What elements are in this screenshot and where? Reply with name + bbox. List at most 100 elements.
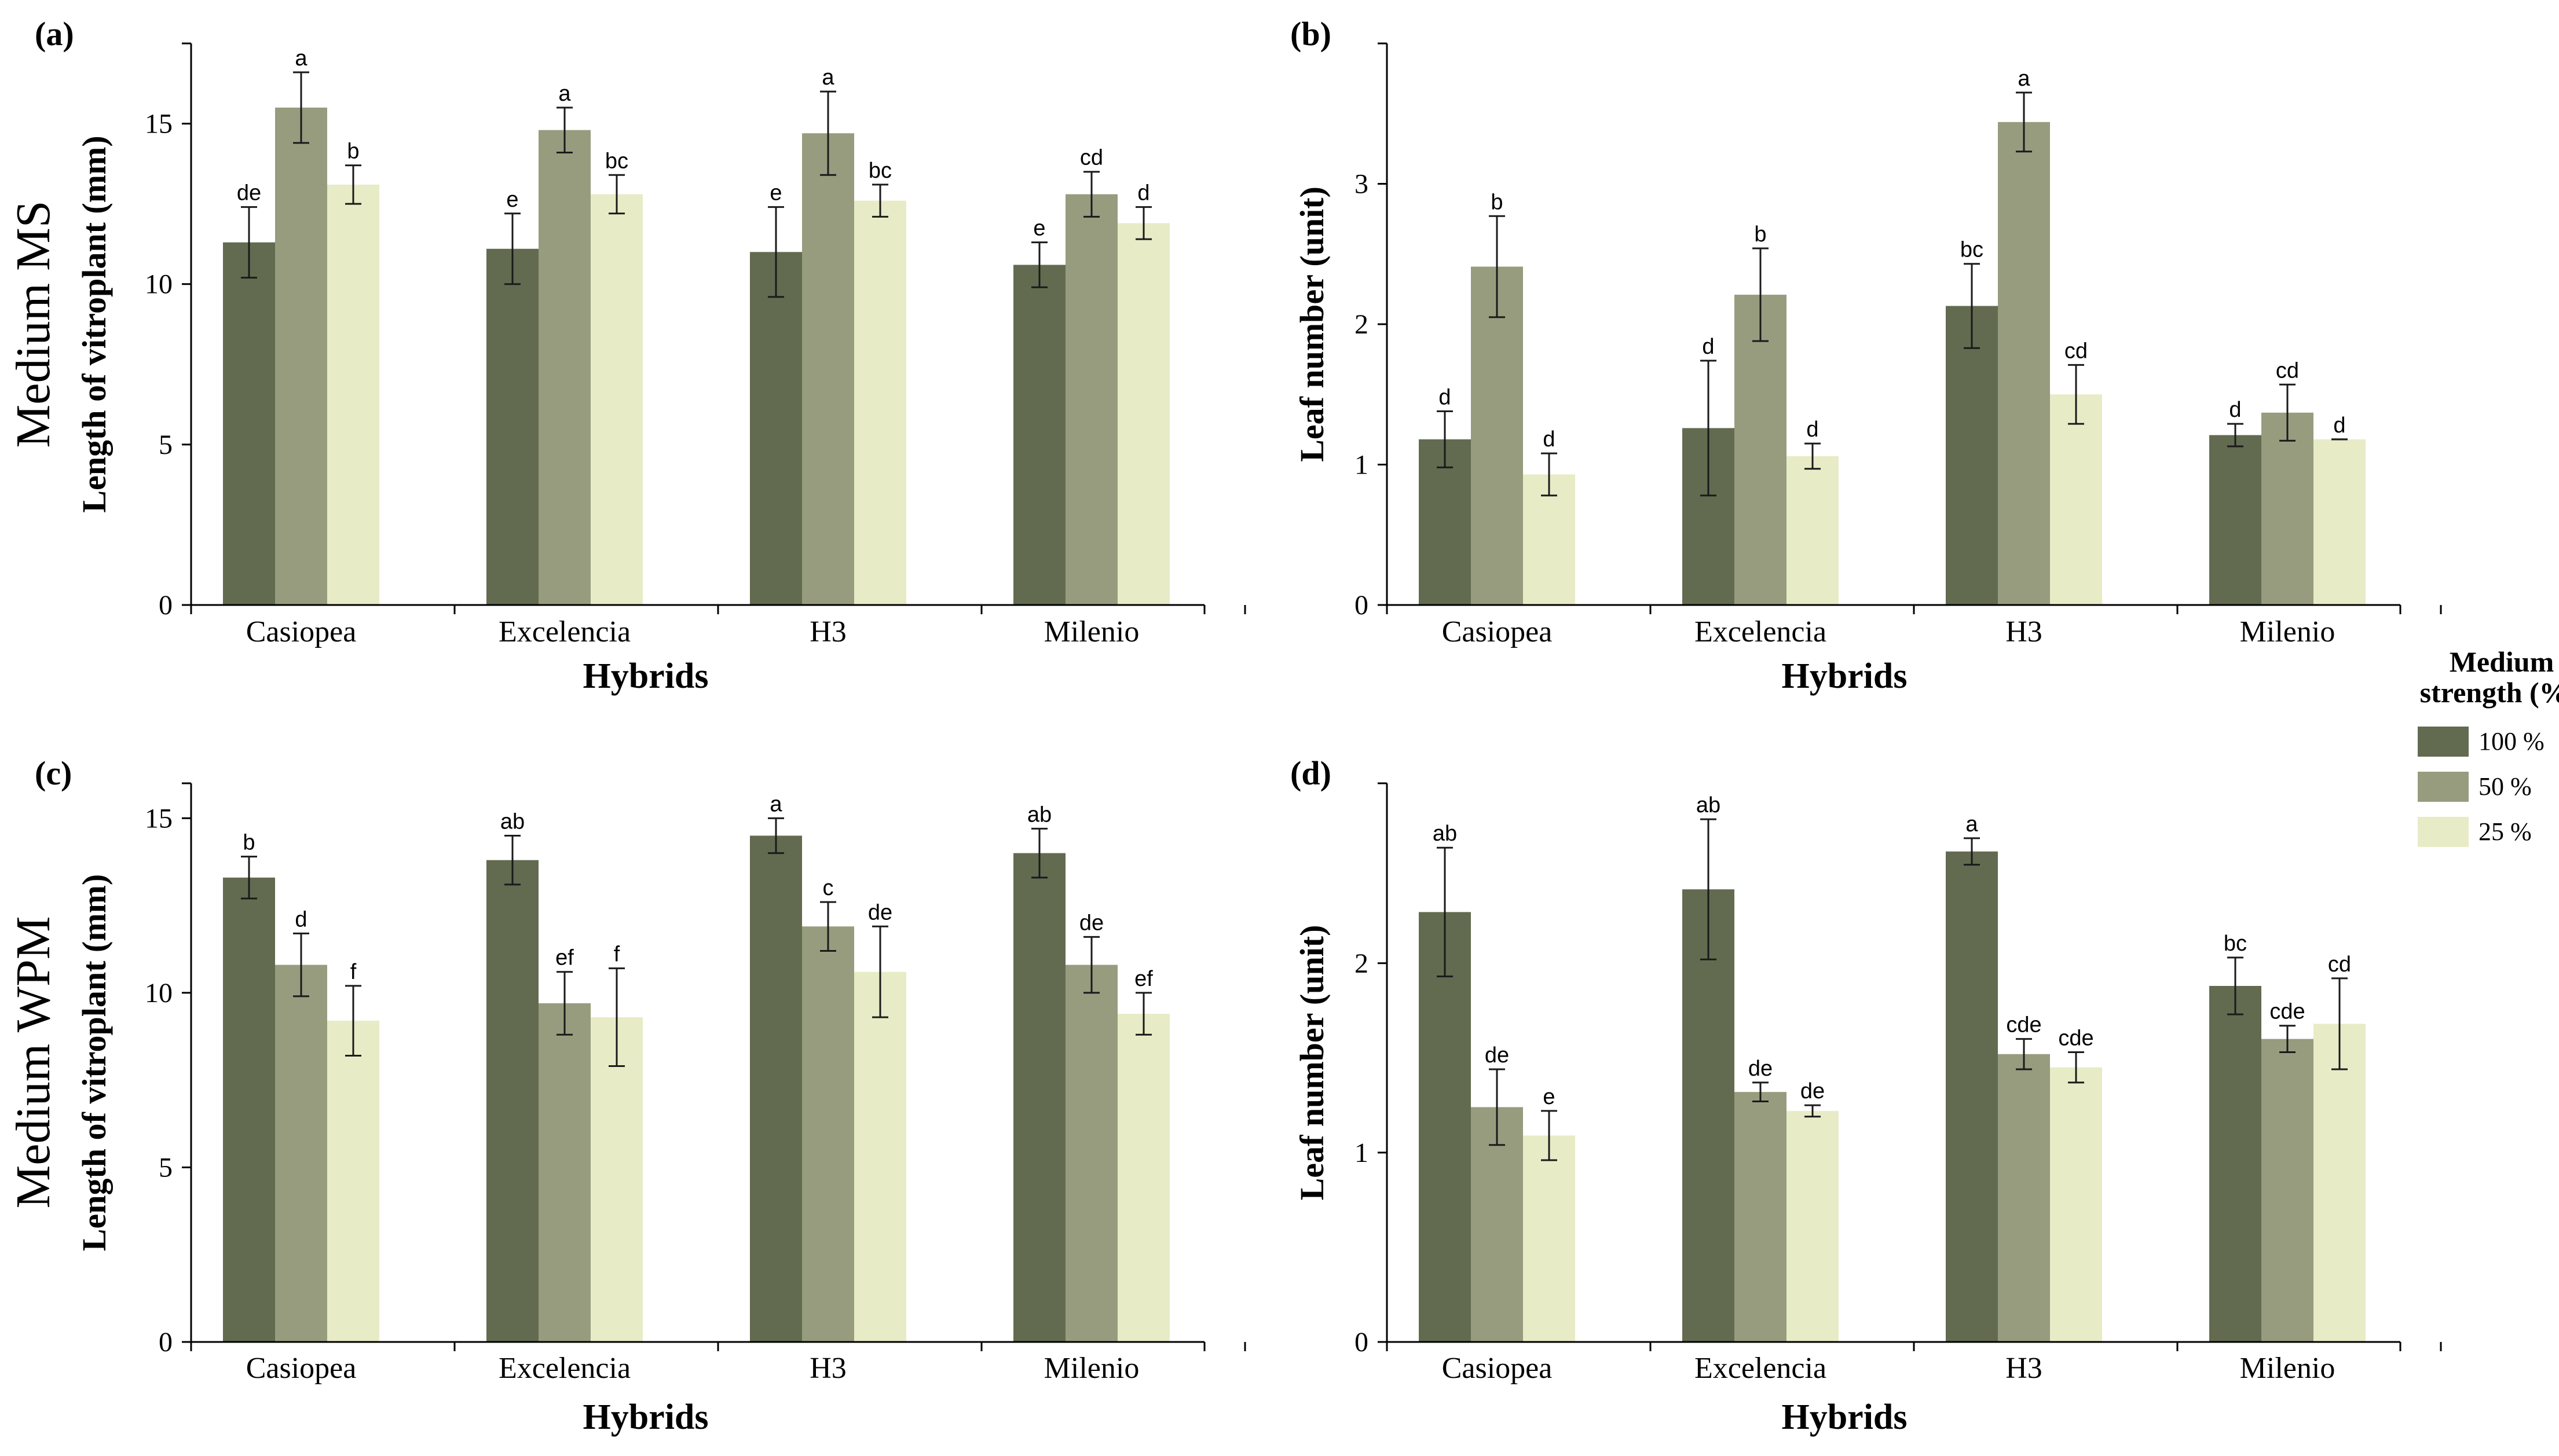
y-axis-title: Leaf number (unit) <box>1293 925 1331 1201</box>
significance-letter: ef <box>1134 967 1153 991</box>
bar-excelencia-50 <box>1734 1092 1786 1342</box>
category-label: H3 <box>2005 1352 2042 1385</box>
bar-h3-100 <box>750 835 802 1342</box>
legend-swatch <box>2418 772 2469 802</box>
significance-letter: e <box>1543 1085 1555 1109</box>
significance-letter: ef <box>555 946 574 970</box>
panel-letter: (c) <box>35 754 72 792</box>
category-label: H3 <box>810 615 847 648</box>
significance-letter: d <box>2229 398 2241 422</box>
significance-letter: e <box>506 188 518 212</box>
panel-letter: (a) <box>35 15 74 53</box>
significance-letter: de <box>237 181 261 206</box>
significance-letter: ab <box>1696 793 1720 817</box>
bar-excelencia-100 <box>486 248 539 605</box>
significance-letter: a <box>2018 67 2030 91</box>
significance-letter: cd <box>2328 952 2351 977</box>
significance-letter: cde <box>2006 1013 2041 1037</box>
bar-casiopea-100 <box>1419 912 1471 1342</box>
y-tick-label: 10 <box>145 269 173 300</box>
significance-letter: e <box>1033 217 1045 241</box>
significance-letter: d <box>1702 335 1714 359</box>
category-label: Casiopea <box>1442 1352 1553 1385</box>
bar-milenio-50 <box>2261 1039 2313 1342</box>
significance-letter: a <box>558 82 571 106</box>
bar-h3-100 <box>1946 306 1998 605</box>
y-tick-label: 15 <box>145 803 173 834</box>
category-label: Casiopea <box>1442 615 1553 648</box>
significance-letter: e <box>770 181 782 206</box>
bar-excelencia-100 <box>486 860 539 1342</box>
bar-casiopea-50 <box>1471 1107 1523 1342</box>
significance-letter: b <box>1754 222 1766 247</box>
bar-excelencia-50 <box>539 130 591 605</box>
significance-letter: de <box>1800 1079 1825 1103</box>
y-tick-label: 5 <box>159 1152 173 1183</box>
category-label: Excelencia <box>499 1352 631 1385</box>
significance-letter: cd <box>2276 358 2299 383</box>
bar-milenio-50 <box>1066 964 1118 1342</box>
legend-label: 100 % <box>2479 727 2545 755</box>
legend-label: 25 % <box>2479 817 2532 846</box>
significance-letter: f <box>350 960 357 984</box>
significance-letter: b <box>1491 190 1503 214</box>
category-label: Milenio <box>1044 1352 1140 1385</box>
y-tick-label: 1 <box>1354 450 1368 481</box>
y-tick-label: 0 <box>159 1327 173 1358</box>
significance-letter: cd <box>2064 339 2088 363</box>
bar-excelencia-25 <box>591 1017 643 1342</box>
y-tick-label: 5 <box>159 430 173 460</box>
significance-letter: d <box>1137 181 1149 206</box>
bar-casiopea-25 <box>327 1021 379 1342</box>
significance-letter: d <box>1806 417 1818 442</box>
panel-letter: (d) <box>1290 754 1331 792</box>
category-label: Milenio <box>2240 615 2335 648</box>
bar-milenio-100 <box>1013 265 1066 605</box>
significance-letter: d <box>2333 413 2345 438</box>
bar-h3-50 <box>802 133 854 605</box>
category-label: Excelencia <box>1694 615 1826 648</box>
bar-casiopea-100 <box>223 242 275 606</box>
legend-swatch <box>2418 727 2469 757</box>
significance-letter: de <box>1485 1043 1509 1068</box>
significance-letter: f <box>614 942 620 967</box>
significance-letter: cde <box>2058 1026 2093 1051</box>
panel-letter: (b) <box>1290 15 1331 53</box>
significance-letter: a <box>1965 812 1978 837</box>
bar-excelencia-25 <box>591 194 643 605</box>
significance-letter: bc <box>605 149 628 173</box>
significance-letter: bc <box>1960 238 1983 262</box>
bar-milenio-25 <box>2313 439 2366 605</box>
significance-letter: c <box>823 876 834 900</box>
significance-letter: d <box>1543 427 1555 452</box>
bar-milenio-25 <box>2313 1024 2366 1342</box>
bar-excelencia-50 <box>539 1003 591 1342</box>
category-label: H3 <box>810 1352 847 1385</box>
bar-excelencia-25 <box>1786 456 1839 605</box>
significance-letter: ab <box>1433 821 1457 846</box>
category-label: Milenio <box>1044 615 1140 648</box>
legend-swatch <box>2418 817 2469 847</box>
row-label-ms: Medium MS <box>6 200 60 448</box>
significance-letter: d <box>295 907 307 931</box>
significance-letter: de <box>1079 911 1104 935</box>
panel-a: (a) de e e e a a a cd b bc bc d 0 5 10 15 Casiopea Excelen… <box>35 15 1246 696</box>
legend-title: Medium <box>2450 646 2554 678</box>
y-axis-title: Length of vitroplant (mm) <box>75 874 113 1251</box>
significance-letter: ab <box>500 809 525 834</box>
bar-casiopea-50 <box>275 964 327 1342</box>
bar-h3-100 <box>750 252 802 605</box>
significance-letter: cd <box>1080 146 1103 170</box>
bar-h3-25 <box>2050 394 2102 605</box>
category-label: Casiopea <box>246 1352 357 1385</box>
y-tick-label: 3 <box>1354 169 1368 200</box>
bar-h3-50 <box>1998 122 2050 606</box>
y-tick-label: 0 <box>159 590 173 621</box>
significance-letter: ab <box>1027 802 1052 827</box>
bar-milenio-50 <box>2261 412 2313 605</box>
y-axis-title: Leaf number (unit) <box>1293 186 1331 462</box>
